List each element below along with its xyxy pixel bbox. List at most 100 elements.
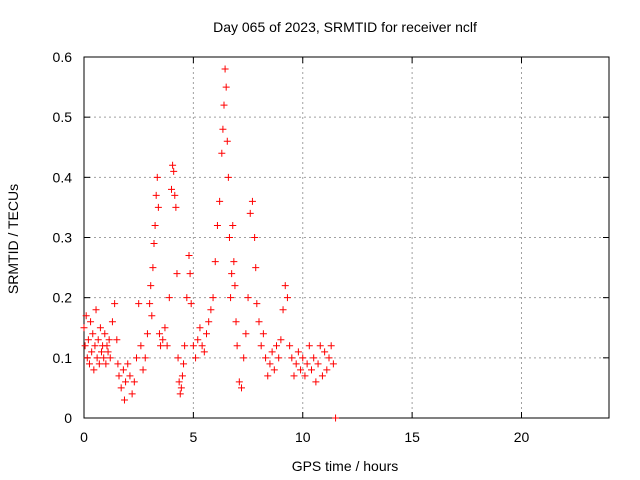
data-point: [332, 414, 340, 422]
data-point: [194, 336, 202, 344]
data-point: [297, 366, 305, 374]
data-point: [159, 336, 167, 344]
data-point: [128, 390, 136, 398]
data-point: [153, 173, 161, 181]
data-point: [96, 324, 104, 332]
data-point: [288, 354, 296, 362]
data-point: [103, 342, 111, 350]
data-point: [270, 366, 278, 374]
data-point: [253, 300, 261, 308]
data-point: [312, 378, 320, 386]
data-point: [209, 294, 217, 302]
data-point: [133, 354, 140, 362]
data-point: [327, 342, 335, 350]
data-point: [196, 324, 204, 332]
data-point: [198, 342, 206, 350]
data-point: [223, 137, 231, 145]
data-point: [292, 360, 300, 368]
data-point: [124, 360, 132, 368]
data-point: [325, 354, 333, 362]
data-point: [189, 342, 197, 350]
data-point: [213, 221, 221, 229]
data-point: [148, 312, 156, 320]
data-point: [301, 372, 309, 380]
data-point: [177, 384, 185, 392]
data-point: [286, 342, 294, 350]
data-point: [101, 330, 109, 338]
y-tick-label: 0: [64, 410, 72, 426]
data-point: [143, 330, 151, 338]
data-point: [173, 270, 181, 278]
data-point: [192, 354, 200, 362]
data-point: [218, 149, 226, 157]
data-point: [104, 348, 112, 356]
data-point: [154, 203, 162, 211]
data-point: [88, 348, 96, 356]
y-tick-label: 0.6: [53, 49, 73, 65]
data-point: [207, 306, 215, 314]
x-axis-label: GPS time / hours: [292, 458, 399, 474]
y-tick-label: 0.4: [53, 169, 73, 185]
data-point: [251, 234, 259, 241]
data-point: [95, 360, 103, 368]
data-point: [200, 348, 208, 356]
data-point: [98, 348, 105, 356]
data-point: [113, 336, 121, 344]
data-point: [248, 197, 256, 205]
data-point: [130, 378, 138, 386]
data-point: [115, 372, 123, 380]
data-point: [211, 258, 219, 266]
x-tick-label: 0: [80, 429, 88, 445]
x-tick-label: 10: [295, 429, 311, 445]
data-point: [171, 191, 179, 199]
data-point: [275, 354, 283, 362]
data-point: [299, 354, 307, 362]
data-point: [137, 342, 145, 350]
data-point: [84, 336, 92, 344]
data-point: [229, 221, 237, 229]
data-point: [81, 342, 89, 350]
data-point: [100, 354, 108, 362]
data-point: [281, 282, 289, 290]
data-point: [314, 360, 322, 368]
data-point: [310, 354, 318, 362]
data-point: [216, 197, 224, 205]
y-axis-label: SRMTID / TECUs: [5, 184, 21, 294]
data-point: [228, 270, 236, 278]
data-point: [203, 330, 210, 338]
data-point: [268, 348, 276, 356]
data-point: [146, 300, 154, 308]
data-point: [106, 354, 114, 362]
data-point: [172, 203, 180, 211]
data-point: [114, 360, 122, 368]
data-point: [316, 342, 324, 350]
data-point: [180, 360, 188, 368]
data-point: [255, 318, 263, 326]
data-point: [119, 366, 127, 374]
data-point: [80, 324, 88, 332]
data-point: [277, 336, 285, 344]
chart-title: Day 065 of 2023, SRMTID for receiver ncl…: [213, 19, 477, 35]
grid-lines: [84, 57, 609, 418]
data-point: [93, 354, 101, 362]
data-point: [181, 342, 189, 350]
data-point: [294, 348, 302, 356]
data-point: [163, 342, 171, 350]
data-point: [117, 384, 125, 392]
y-tick-label: 0.2: [53, 290, 73, 306]
data-point: [244, 294, 252, 302]
data-point: [227, 294, 235, 302]
data-point: [82, 312, 90, 320]
data-point: [170, 167, 178, 175]
data-point: [157, 342, 165, 350]
data-point: [259, 330, 267, 338]
scatter-points: [80, 65, 340, 422]
data-point: [168, 185, 175, 193]
data-point: [257, 342, 265, 350]
data-point: [141, 354, 149, 362]
data-point: [176, 390, 184, 398]
data-point: [224, 173, 232, 181]
data-point: [150, 240, 158, 248]
data-point: [233, 342, 241, 350]
